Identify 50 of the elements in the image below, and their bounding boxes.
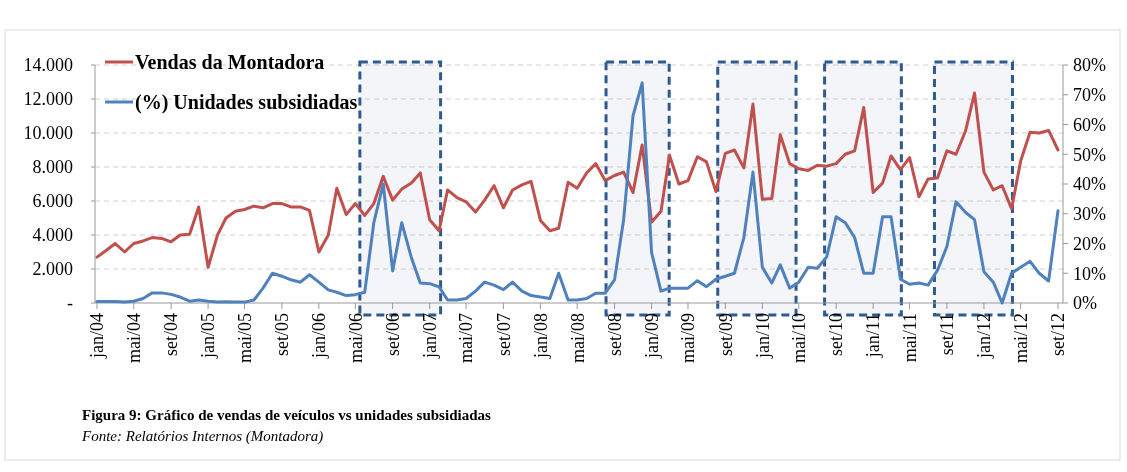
x-tick-label: jan/10 [752,313,773,359]
x-tick-label: set/06 [382,313,403,356]
y2-tick-label: 0% [1073,293,1097,314]
x-tick-label: set/10 [826,313,847,356]
source-note: Fonte: Relatórios Internos (Montadora) [81,428,324,445]
y2-tick-label: 80% [1073,55,1106,76]
x-tick-label: set/11 [937,313,958,356]
y2-tick-label: 20% [1073,233,1106,254]
x-tick-label: jan/08 [530,313,551,359]
x-tick-label: set/05 [272,313,293,356]
x-tick-label: mai/12 [1010,313,1031,363]
x-tick-label: jan/05 [198,313,219,359]
x-tick-label: jan/09 [641,313,662,359]
y-tick-label: - [67,293,73,314]
y2-tick-label: 30% [1073,204,1106,225]
y-tick-label: 12.000 [23,89,73,110]
y2-tick-label: 60% [1073,114,1106,135]
x-tick-label: set/12 [1048,313,1069,356]
x-tick-label: set/08 [604,313,625,356]
x-tick-label: jan/07 [419,313,440,359]
legend-label: (%) Unidades subsidiadas [135,91,358,114]
x-tick-label: set/04 [161,313,182,356]
x-tick-label: set/09 [715,313,736,356]
y-tick-label: 10.000 [23,123,73,144]
y2-tick-label: 50% [1073,144,1106,165]
x-tick-label: mai/06 [345,313,366,363]
y2-tick-label: 10% [1073,263,1106,284]
x-tick-label: jan/12 [974,313,995,359]
x-tick-label: mai/11 [899,313,920,363]
y-tick-label: 8.000 [32,157,73,178]
line-series [95,91,1060,269]
line-series [95,81,1060,305]
legend-label: Vendas da Montadora [135,51,325,73]
x-tick-label: mai/10 [789,313,810,363]
x-tick-label: mai/07 [456,313,477,363]
y-tick-label: 6.000 [32,191,73,212]
text: Figura 9: Gráfico de vendas de veículos vs unidades subsidiadas [82,407,491,423]
y2-tick-label: 40% [1073,174,1106,195]
x-tick-label: set/07 [493,313,514,356]
x-tick-label: mai/09 [678,313,699,363]
x-tick-label: mai/04 [124,313,145,363]
y-tick-label: 4.000 [32,225,73,246]
y-tick-label: 2.000 [32,259,73,280]
y-tick-label: 14.000 [23,55,73,76]
x-tick-label: jan/06 [309,313,330,359]
x-tick-label: mai/08 [567,313,588,363]
x-tick-label: jan/04 [87,313,108,359]
x-tick-label: mai/05 [234,313,255,363]
x-tick-label: jan/11 [863,313,884,359]
y2-tick-label: 70% [1073,85,1106,106]
